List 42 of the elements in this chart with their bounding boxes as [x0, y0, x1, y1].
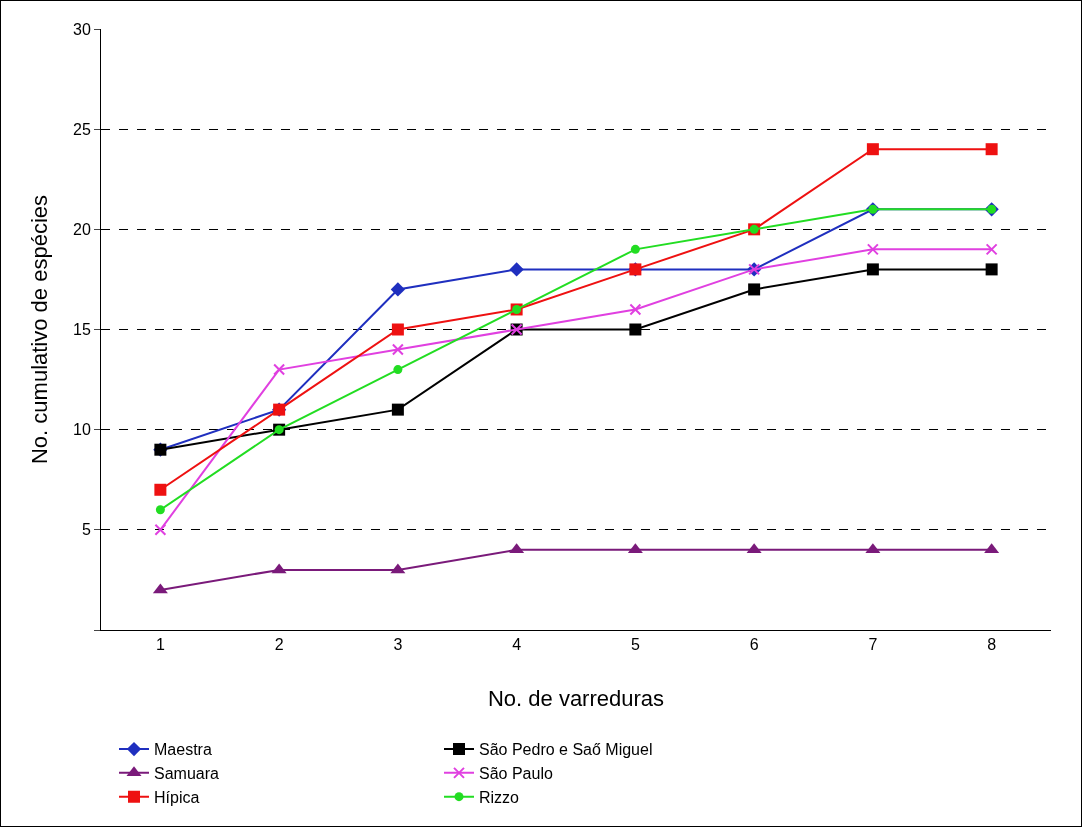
- x-tick-label: 7: [868, 636, 878, 654]
- point: [985, 263, 998, 276]
- point: [985, 243, 998, 256]
- x-tick-label: 5: [630, 636, 640, 654]
- point: [273, 363, 286, 376]
- x-tick-label: 4: [512, 636, 522, 654]
- x-tick-label: 8: [987, 636, 997, 654]
- point: [630, 244, 640, 254]
- y-tick-label: 10: [73, 421, 91, 439]
- x-tick-label: 6: [749, 636, 759, 654]
- point: [391, 323, 404, 336]
- legend-label: Maestra: [154, 741, 212, 759]
- point: [748, 283, 761, 296]
- point: [390, 282, 406, 297]
- y-axis-title: No. cumulativo de espécies: [27, 194, 52, 465]
- point: [155, 505, 165, 515]
- point: [866, 243, 879, 256]
- legend-label: Rizzo: [479, 788, 520, 806]
- legend-label: Samuara: [154, 765, 220, 783]
- point: [629, 323, 642, 336]
- legend-label: São Pedro e Saő Miguel: [479, 741, 653, 759]
- point: [866, 263, 879, 276]
- point: [629, 303, 642, 316]
- x-tick-label: 2: [274, 636, 284, 654]
- point: [154, 523, 167, 536]
- point: [154, 483, 167, 496]
- y-tick-label: 15: [73, 321, 91, 339]
- point: [393, 365, 403, 375]
- y-tick-label: 5: [81, 521, 91, 539]
- point: [391, 343, 404, 356]
- legend-label: São Paulo: [479, 765, 553, 783]
- point: [509, 262, 524, 277]
- y-tick-label: 20: [73, 220, 91, 238]
- x-axis-title: No. de varreduras: [487, 686, 665, 711]
- legend-label: Hípica: [154, 788, 200, 806]
- x-tick-label: 3: [393, 636, 403, 654]
- point: [391, 403, 404, 416]
- point: [985, 143, 998, 156]
- x-tick-label: 1: [155, 636, 165, 654]
- point: [866, 143, 879, 156]
- y-tick-label: 25: [73, 120, 91, 138]
- y-tick-label: 30: [73, 20, 91, 38]
